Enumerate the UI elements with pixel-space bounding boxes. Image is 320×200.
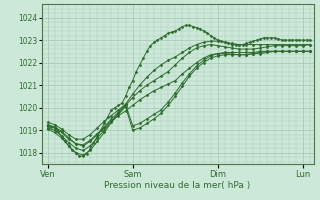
X-axis label: Pression niveau de la mer( hPa ): Pression niveau de la mer( hPa ) (104, 181, 251, 190)
